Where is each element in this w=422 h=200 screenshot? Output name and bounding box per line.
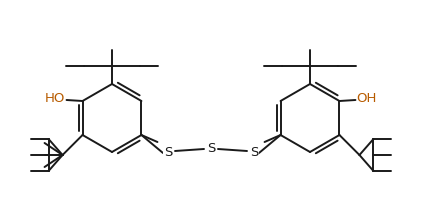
Text: HO: HO [45,92,65,106]
Text: OH: OH [357,92,377,106]
Text: S: S [164,146,172,158]
Text: S: S [250,146,258,158]
Text: S: S [207,142,215,154]
